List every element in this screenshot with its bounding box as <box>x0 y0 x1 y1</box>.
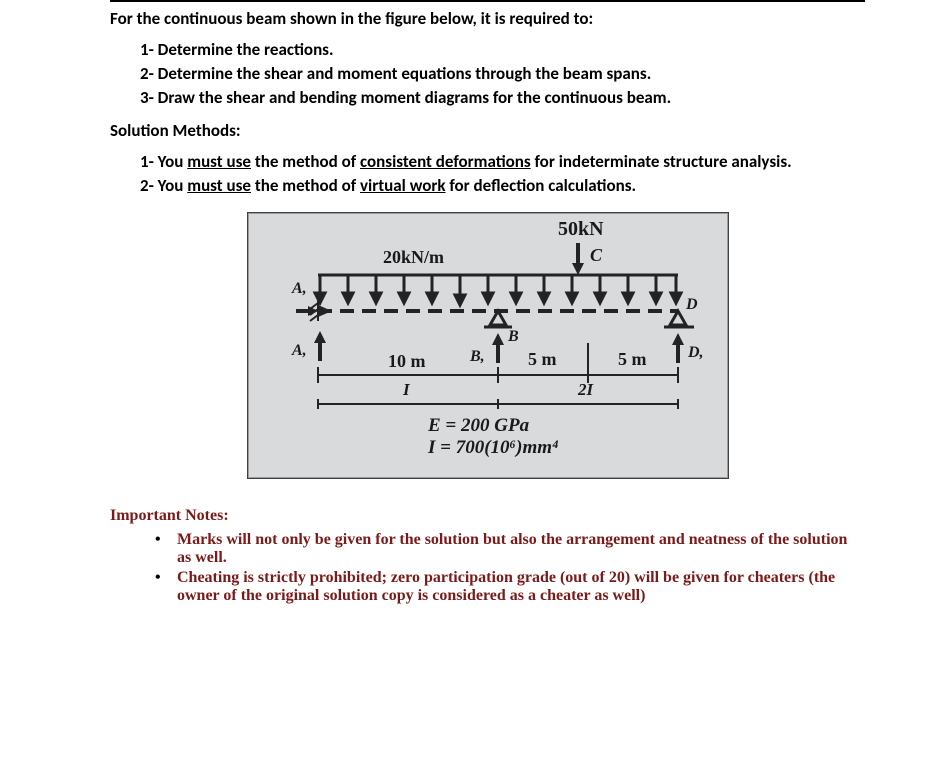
sm-underline: virtual work <box>360 175 446 196</box>
problem-prompt: For the continuous beam shown in the fig… <box>110 8 865 29</box>
point-load-label: 50kN <box>558 218 604 240</box>
span-I-AB: I <box>402 380 411 399</box>
node-D-top: D <box>685 296 698 313</box>
node-A-bot: A, <box>291 342 307 359</box>
sm-suffix: for deflection calculations. <box>446 175 636 196</box>
span-CD-len: 5 m <box>618 349 647 369</box>
sm-mid: the method of <box>251 175 360 196</box>
important-note-text: Marks will not only be given for the sol… <box>177 531 865 567</box>
important-notes-list: • Marks will not only be given for the s… <box>155 531 865 605</box>
point-load-sub: C <box>590 245 603 265</box>
sm-prefix: 1- You <box>140 151 187 172</box>
span-BC-len: 5 m <box>528 349 557 369</box>
material-E: E = 200 GPa <box>427 415 530 436</box>
figure-container: 50kN C 20kN/m <box>110 212 865 479</box>
span-AB-len: 10 m <box>388 351 426 371</box>
important-notes-heading: Important Notes: <box>110 507 865 525</box>
sm-underline: must use <box>187 175 251 196</box>
important-note-item: • Cheating is strictly prohibited; zero … <box>155 569 865 605</box>
top-rule <box>110 0 865 2</box>
sm-underline: must use <box>187 151 251 172</box>
bullet-icon: • <box>155 569 177 587</box>
important-note-item: • Marks will not only be given for the s… <box>155 531 865 567</box>
sm-prefix: 2- You <box>140 175 187 196</box>
solution-methods-heading: Solution Methods: <box>110 120 865 141</box>
udl-label: 20kN/m <box>383 247 444 267</box>
sm-underline: consistent deformations <box>360 151 531 172</box>
solution-methods-list: 1- You must use the method of consistent… <box>140 151 865 196</box>
node-B-bot: B, <box>469 348 485 365</box>
span-I-BD: 2I <box>577 380 595 399</box>
material-I: I = 700(10⁶)mm⁴ <box>427 437 559 458</box>
node-A-top: A, <box>291 280 307 297</box>
beam-figure: 50kN C 20kN/m <box>247 212 729 479</box>
requirement-item: 3- Draw the shear and bending moment dia… <box>140 87 865 108</box>
beam-svg: 50kN C 20kN/m <box>248 213 728 473</box>
requirement-item: 2- Determine the shear and moment equati… <box>140 63 865 84</box>
node-D-bot: D, <box>687 344 704 361</box>
solution-method-item: 1- You must use the method of consistent… <box>140 151 865 172</box>
node-B-top: B <box>507 328 519 345</box>
sm-suffix: for indeterminate structure analysis. <box>531 151 792 172</box>
bullet-icon: • <box>155 531 177 549</box>
requirement-item: 1- Determine the reactions. <box>140 39 865 60</box>
important-note-text: Cheating is strictly prohibited; zero pa… <box>177 569 865 605</box>
sm-mid: the method of <box>251 151 360 172</box>
requirements-list: 1- Determine the reactions. 2- Determine… <box>140 39 865 108</box>
solution-method-item: 2- You must use the method of virtual wo… <box>140 175 865 196</box>
